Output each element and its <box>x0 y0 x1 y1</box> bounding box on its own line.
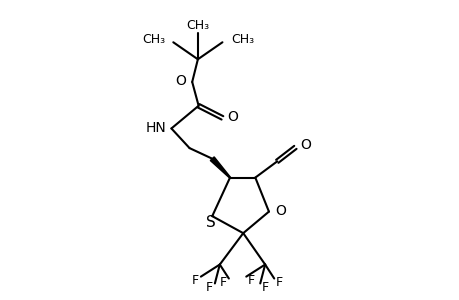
Text: O: O <box>275 204 286 218</box>
Text: O: O <box>227 110 238 124</box>
Text: S: S <box>205 215 215 230</box>
Text: CH₃: CH₃ <box>186 19 209 32</box>
Text: F: F <box>191 274 199 287</box>
Text: F: F <box>247 274 255 287</box>
Text: F: F <box>219 276 227 289</box>
Text: O: O <box>175 74 186 88</box>
Text: F: F <box>275 276 282 289</box>
Text: F: F <box>261 281 269 294</box>
Text: F: F <box>206 281 213 294</box>
Text: HN: HN <box>145 121 166 135</box>
Text: O: O <box>299 139 310 152</box>
Text: CH₃: CH₃ <box>230 33 253 46</box>
Text: CH₃: CH₃ <box>141 33 165 46</box>
Polygon shape <box>210 157 230 178</box>
